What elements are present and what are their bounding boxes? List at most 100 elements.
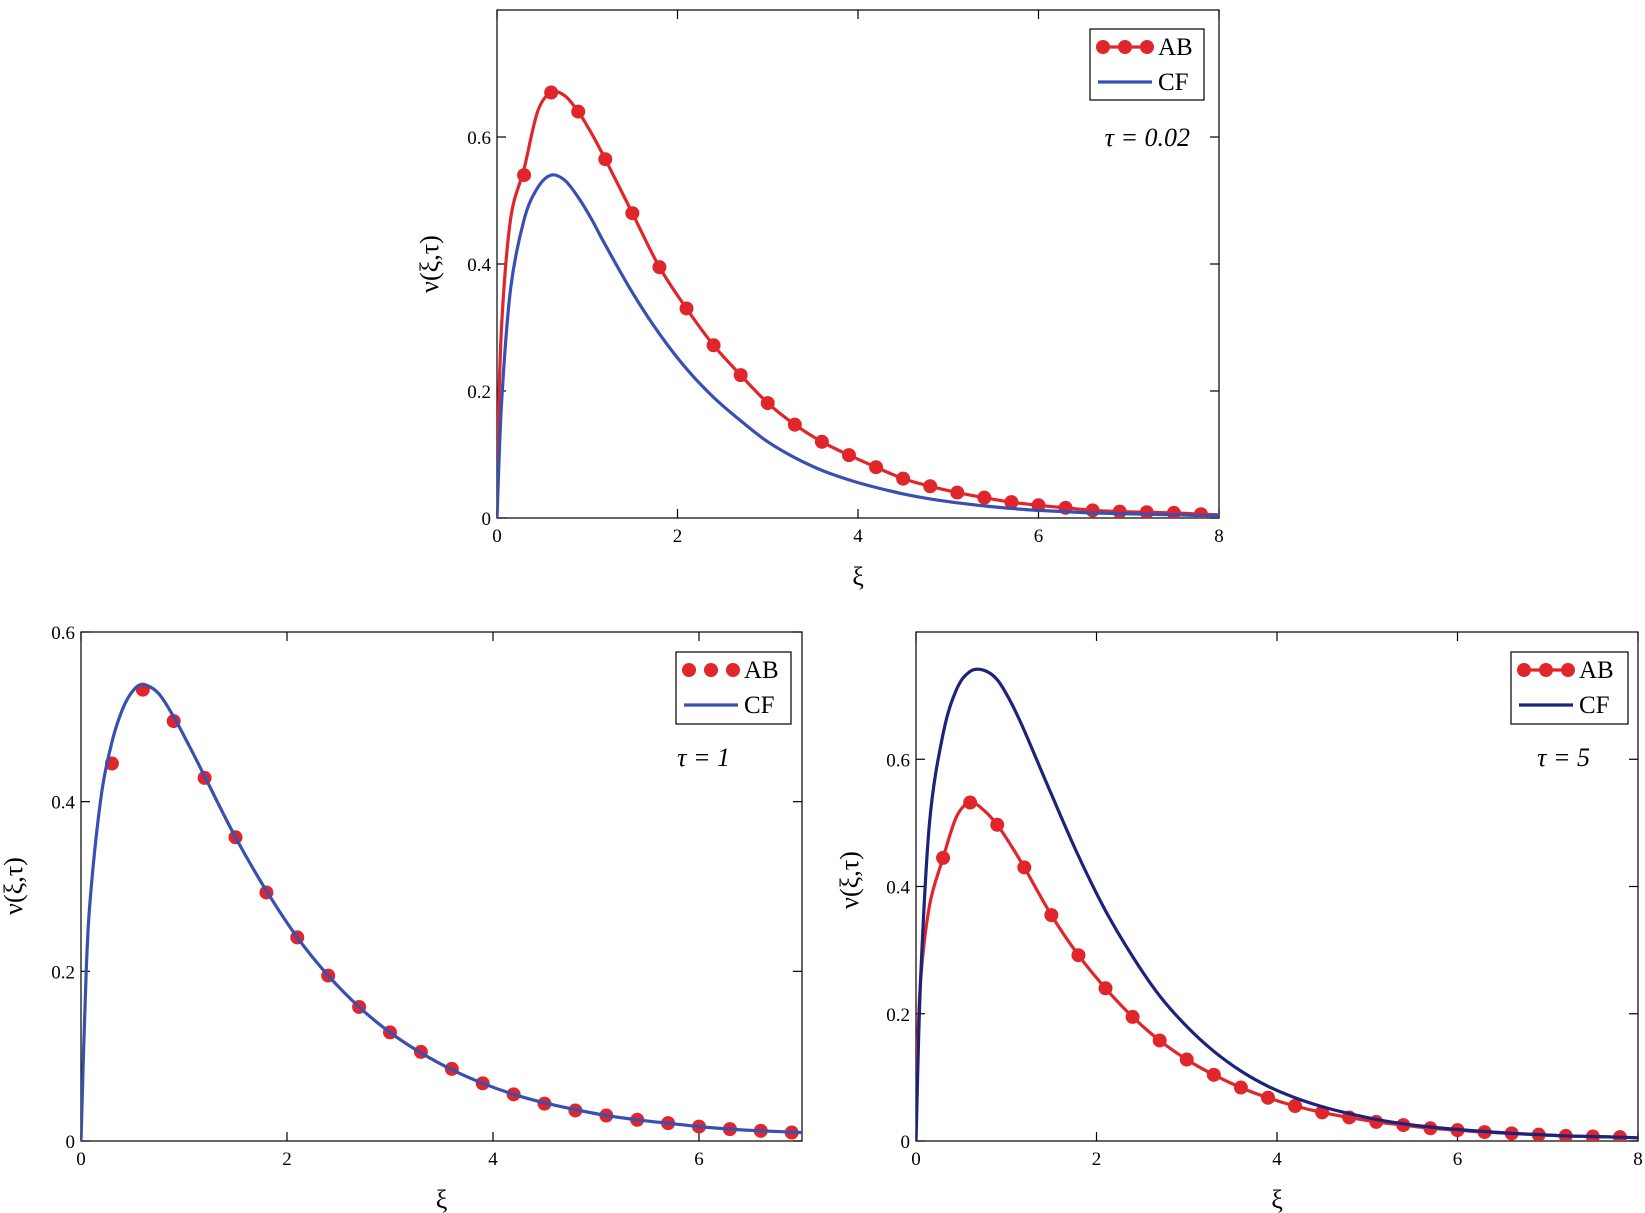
series-ab-marker <box>1139 505 1154 518</box>
y-axis-label: ν(ξ,τ) <box>835 851 864 909</box>
x-tick-label: 2 <box>1092 1149 1102 1170</box>
series-ab-marker <box>571 104 586 119</box>
series-ab-marker <box>679 301 694 316</box>
series-ab-marker <box>787 417 802 432</box>
legend-ab-label: AB <box>1579 657 1614 684</box>
y-tick-label: 0.2 <box>51 962 75 983</box>
series-ab-marker <box>733 368 748 383</box>
panel-bottom-right: 0 2 4 6 8 0 0.2 0.4 0.6 ξ ν(ξ,τ) AB CF τ = 5 <box>835 631 1643 1213</box>
series-ab-marker <box>544 85 559 100</box>
y-tick-label: 0 <box>901 1132 911 1153</box>
x-tick-label: 8 <box>1633 1149 1643 1170</box>
series-ab-marker <box>990 817 1005 832</box>
x-tick-label: 4 <box>488 1149 498 1170</box>
legend-ab-marker <box>1561 663 1575 677</box>
series-ab-marker <box>1044 908 1059 923</box>
series-ab-marker <box>977 490 992 505</box>
legend-cf-label: CF <box>1579 692 1610 719</box>
y-tick-label: 0 <box>482 509 492 530</box>
series-ab-marker <box>869 460 884 475</box>
series-ab-marker <box>814 434 829 449</box>
y-tick-label: 0.6 <box>886 750 910 771</box>
tau-annotation: τ = 0.02 <box>1105 123 1190 152</box>
x-tick-label: 4 <box>853 526 863 547</box>
series-ab-marker <box>950 485 965 500</box>
y-axis-label: ν(ξ,τ) <box>415 235 444 293</box>
series-ab-marker <box>963 795 978 810</box>
y-axis-label: ν(ξ,τ) <box>0 857 28 915</box>
series-cf-line <box>916 667 1638 1141</box>
x-tick-label: 6 <box>1453 1149 1463 1170</box>
series-ab-marker <box>706 338 721 353</box>
series-ab-marker <box>841 448 856 463</box>
x-tick-label: 0 <box>911 1149 921 1170</box>
series-ab-marker <box>1179 1052 1194 1067</box>
series-ab-marker <box>923 479 938 494</box>
legend: AB CF <box>1089 28 1205 101</box>
legend-box <box>675 651 792 725</box>
y-tick-label: 0 <box>66 1132 76 1153</box>
legend-ab-label: AB <box>1158 34 1193 61</box>
plot-area <box>81 682 802 1141</box>
x-tick-label: 8 <box>1214 526 1224 547</box>
series-ab-marker <box>1260 1090 1275 1105</box>
legend-ab-marker <box>704 663 718 677</box>
series-ab-line <box>916 800 1638 1140</box>
legend-cf-label: CF <box>744 692 775 719</box>
series-ab-marker <box>598 152 613 167</box>
series-ab-marker <box>1098 981 1113 996</box>
panel-bottom-left: 0 2 4 6 0 0.2 0.4 0.6 ξ ν(ξ,τ) AB CF τ = 1 <box>0 623 803 1213</box>
x-tick-label: 6 <box>694 1149 704 1170</box>
y-tick-label: 0.6 <box>51 623 75 644</box>
series-ab-marker <box>936 850 951 865</box>
x-axis-label: ξ <box>436 1185 448 1213</box>
series-ab-marker <box>1125 1009 1140 1024</box>
series-ab-marker <box>625 206 640 221</box>
panel-top: 0 2 4 6 8 0 0.2 0.4 0.6 ξ ν(ξ,τ) AB CF τ = 0.02 <box>415 9 1224 591</box>
legend-ab-marker <box>1517 663 1531 677</box>
legend-ab-marker <box>1539 663 1553 677</box>
series-ab-marker <box>1233 1080 1248 1095</box>
legend: AB CF <box>675 651 792 725</box>
series-cf-line <box>81 682 802 1141</box>
series-ab-marker <box>1071 948 1086 963</box>
legend-ab-label: AB <box>744 657 779 684</box>
x-axis-label: ξ <box>1271 1185 1283 1213</box>
plot-area <box>916 667 1638 1141</box>
legend: AB CF <box>1510 651 1629 725</box>
y-tick-label: 0.6 <box>467 128 491 149</box>
series-ab-marker <box>1004 495 1019 510</box>
x-tick-label: 6 <box>1034 526 1044 547</box>
y-tick-label: 0.2 <box>467 382 491 403</box>
series-ab-marker <box>517 168 532 183</box>
series-ab-marker <box>1288 1099 1303 1114</box>
y-tick-label: 0.4 <box>886 878 910 899</box>
series-ab-marker <box>896 471 911 486</box>
x-tick-label: 4 <box>1272 1149 1282 1170</box>
series-ab-marker <box>1112 504 1127 518</box>
plot-frame <box>80 631 803 1142</box>
plot-area <box>497 85 1219 518</box>
y-tick-label: 0.4 <box>51 793 75 814</box>
legend-ab-marker <box>1118 40 1132 54</box>
series-ab-marker <box>1166 505 1181 518</box>
series-ab-marker <box>760 396 775 411</box>
legend-ab-marker <box>726 663 740 677</box>
tau-annotation: τ = 5 <box>1537 743 1590 772</box>
y-tick-label: 0.2 <box>886 1005 910 1026</box>
y-tick-label: 0.4 <box>467 255 491 276</box>
x-tick-label: 2 <box>673 526 683 547</box>
series-ab-marker <box>652 260 667 275</box>
series-ab-marker <box>1152 1033 1167 1048</box>
x-axis-label: ξ <box>852 562 864 591</box>
legend-cf-label: CF <box>1158 69 1189 96</box>
series-ab-marker <box>1017 860 1032 875</box>
series-cf-line <box>497 173 1219 518</box>
legend-ab-marker <box>1096 40 1110 54</box>
series-ab-marker <box>1206 1067 1221 1082</box>
tau-annotation: τ = 1 <box>677 743 730 772</box>
legend-ab-marker <box>682 663 696 677</box>
series-ab-marker <box>1085 503 1100 518</box>
x-tick-label: 0 <box>492 526 502 547</box>
